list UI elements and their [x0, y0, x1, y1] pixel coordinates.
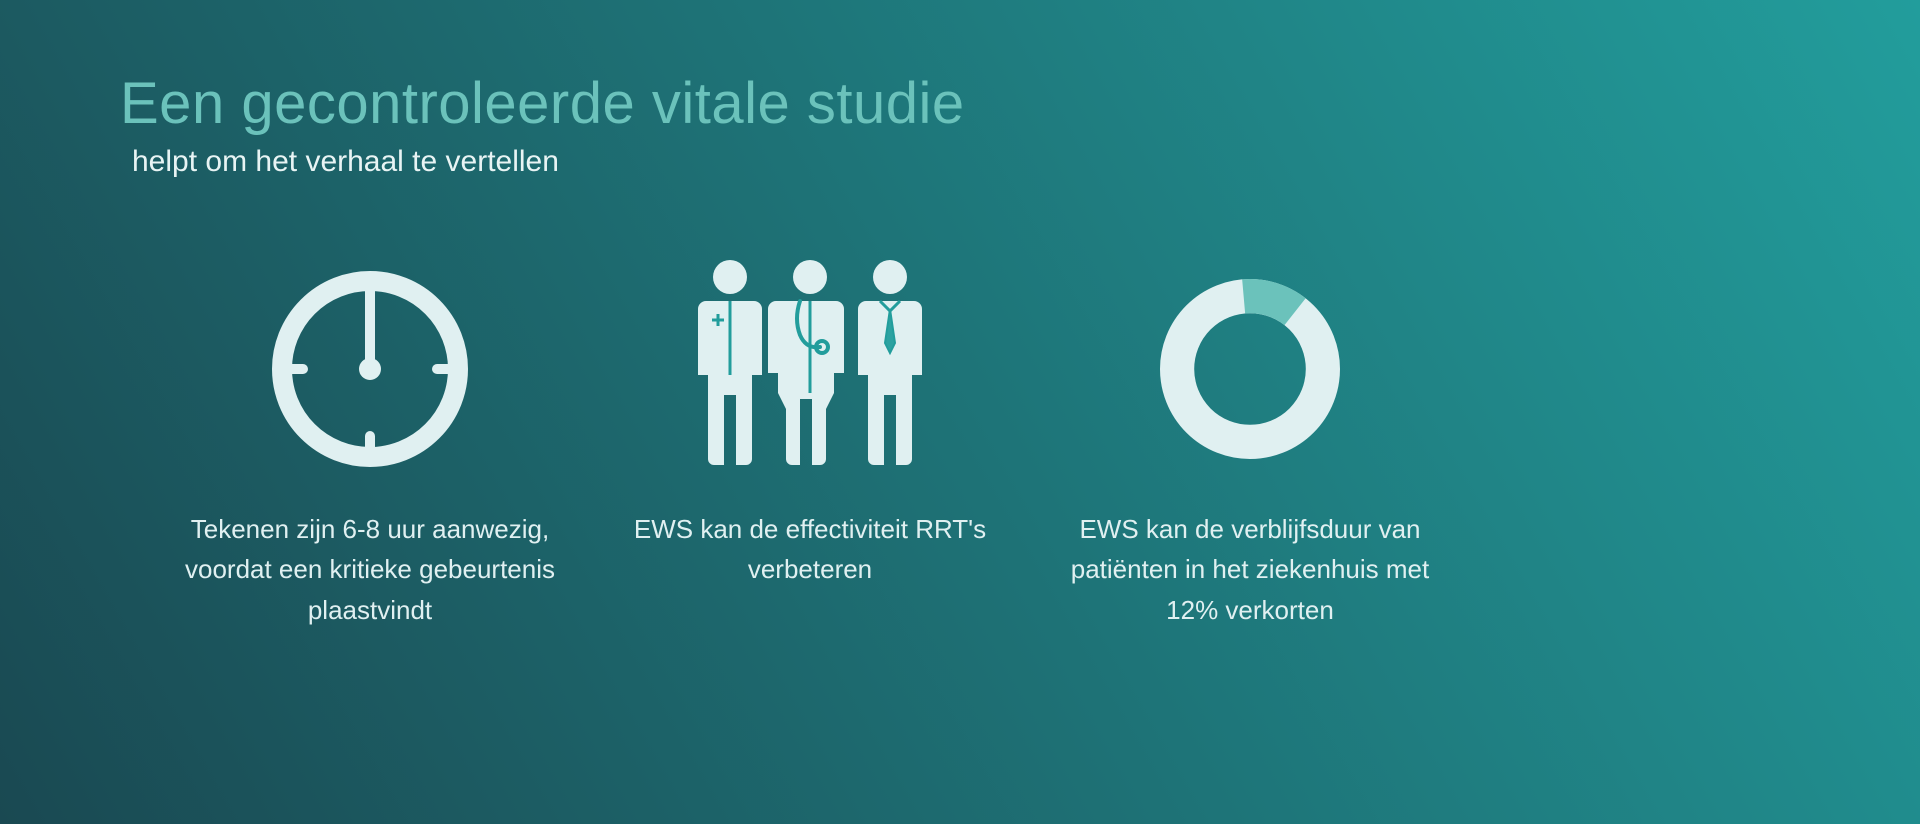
card-donut: EWS kan de verblijfsduur van patiënten i…	[1060, 249, 1440, 630]
infographic-content: Een gecontroleerde vitale studie helpt o…	[0, 0, 1920, 630]
donut-icon	[1150, 249, 1350, 489]
card-caption: Tekenen zijn 6-8 uur aanwezig, voordat e…	[180, 509, 560, 630]
card-caption: EWS kan de verblijfsduur van patiënten i…	[1060, 509, 1440, 630]
clock-icon	[265, 249, 475, 489]
page-title: Een gecontroleerde vitale studie	[120, 70, 1800, 137]
card-team: EWS kan de effectiviteit RRT's verbetere…	[620, 249, 1000, 630]
team-icon	[680, 249, 940, 489]
card-signs: Tekenen zijn 6-8 uur aanwezig, voordat e…	[180, 249, 560, 630]
card-caption: EWS kan de effectiviteit RRT's verbetere…	[620, 509, 1000, 590]
cards-row: Tekenen zijn 6-8 uur aanwezig, voordat e…	[180, 249, 1800, 630]
page-subtitle: helpt om het verhaal te vertellen	[132, 145, 1800, 179]
